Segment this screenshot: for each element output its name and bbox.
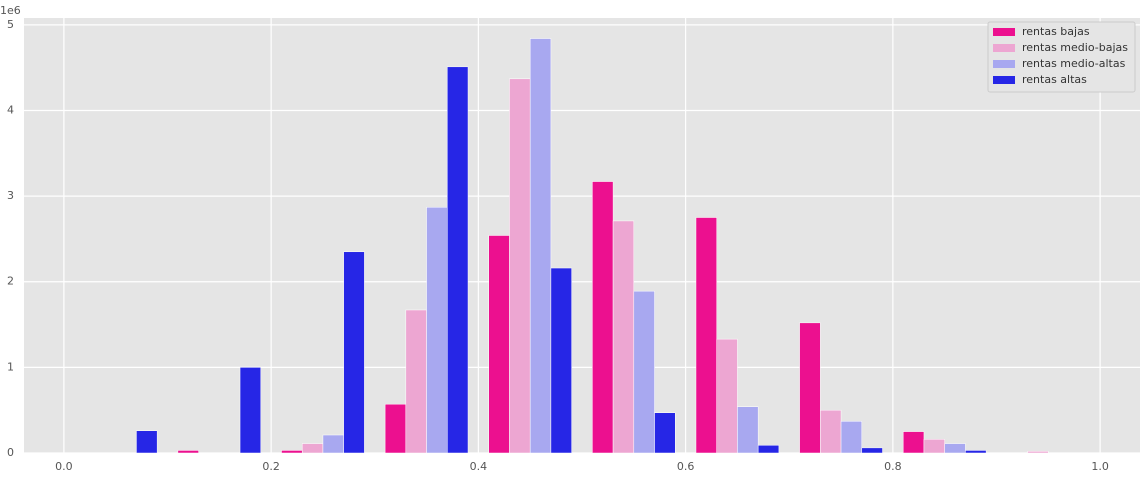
bar [633,290,655,454]
bar [488,235,510,454]
legend-label: rentas bajas [1022,25,1090,38]
bar [716,338,738,454]
legend-swatch [993,60,1015,68]
bar [840,421,863,454]
bar [136,430,158,454]
y-tick-label: 5 [7,18,14,31]
bar [239,367,262,454]
bar [426,206,448,454]
x-tick-label: 1.0 [1091,460,1109,473]
y-tick-label: 1 [7,360,14,373]
bar [509,78,531,454]
x-tick-label: 0.8 [884,460,902,473]
bar [654,412,676,454]
legend-label: rentas medio-altas [1022,57,1126,70]
legend-swatch [993,28,1015,36]
x-tick-label: 0.6 [677,460,695,473]
bar [944,443,966,454]
bar [301,443,324,454]
y-tick-label: 2 [7,275,14,288]
bar [923,439,945,454]
bar [592,181,614,454]
bar [550,267,572,454]
bar [384,403,407,454]
bar [529,38,552,454]
y-tick-label: 3 [7,189,14,202]
legend-label: rentas medio-bajas [1022,41,1128,54]
bar [902,431,925,454]
bar [177,450,199,454]
bar [965,450,987,454]
legend-label: rentas altas [1022,73,1087,86]
bar [757,445,780,454]
legend-swatch [993,44,1015,52]
x-tick-label: 0.4 [470,460,488,473]
bar [343,251,365,454]
bar [405,309,427,454]
y-tick-label: 4 [7,103,14,116]
legend-box [987,21,1136,93]
bar [612,220,635,454]
y-tick-label: 0 [7,446,14,459]
bar [281,450,303,454]
x-tick-label: 0.0 [55,460,73,473]
legend-swatch [993,76,1015,84]
bar [799,322,821,454]
plot-area [24,18,1140,453]
bar [861,447,883,454]
bar [447,66,469,454]
bar [695,217,717,454]
bar [820,409,842,454]
bar [322,434,344,454]
y-offset-label: 1e6 [0,4,21,17]
x-tick-label: 0.2 [262,460,280,473]
bar [737,406,759,454]
bar [1027,451,1049,454]
